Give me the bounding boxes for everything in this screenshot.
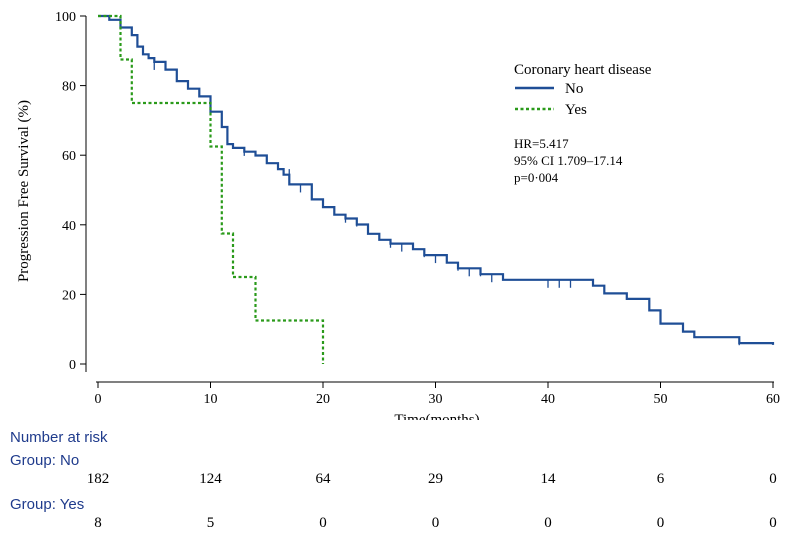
y-axis-ticks: 0 20 40 60 80 100 <box>55 10 86 373</box>
x-tick-label: 10 <box>204 392 218 407</box>
risk-count: 0 <box>544 515 552 531</box>
risk-count: 124 <box>199 471 222 487</box>
risk-count: 0 <box>431 515 440 531</box>
risk-table-title: Number at risk <box>10 429 108 446</box>
risk-count: 8 <box>94 515 102 531</box>
y-tick-label: 60 <box>62 149 76 164</box>
risk-group-no-label: Group: No <box>10 452 80 469</box>
risk-count: 14 <box>540 471 556 487</box>
y-tick-label: 20 <box>62 288 76 303</box>
legend-label-no: No <box>565 81 583 97</box>
risk-count: 5 <box>206 515 215 531</box>
confidence-interval: 95% CI 1.709–17.14 <box>514 153 623 168</box>
risk-count: 182 <box>86 471 110 487</box>
x-tick-label: 60 <box>766 392 780 407</box>
legend: Coronary heart disease No Yes <box>514 62 652 118</box>
y-tick-label: 0 <box>69 358 76 373</box>
x-tick-label: 20 <box>316 392 330 407</box>
hazard-ratio: HR=5.417 <box>514 136 569 151</box>
risk-count: 0 <box>319 515 327 531</box>
series-layer <box>98 14 775 364</box>
stats-annotations: HR=5.417 95% CI 1.709–17.14 p=0·004 <box>514 136 623 185</box>
risk-count: 6 <box>656 471 665 487</box>
risk-count: 0 <box>656 515 665 531</box>
legend-label-yes: Yes <box>565 102 587 118</box>
x-tick-label: 50 <box>654 392 668 407</box>
y-tick-label: 40 <box>62 219 76 234</box>
risk-count: 0 <box>769 515 777 531</box>
y-tick-label: 100 <box>55 10 76 25</box>
risk-group-yes-label: Group: Yes <box>10 496 85 513</box>
x-axis-ticks: 0 10 20 30 40 50 60 <box>95 382 780 407</box>
risk-count: 29 <box>428 471 443 487</box>
p-value: p=0·004 <box>514 170 559 185</box>
km-curve-yes <box>98 14 325 364</box>
x-axis-label: Time(months) <box>394 412 479 420</box>
y-tick-label: 80 <box>62 80 76 95</box>
x-tick-label: 0 <box>95 392 102 407</box>
risk-count: 0 <box>769 471 777 487</box>
plot-area: 0 20 40 60 80 100 0 10 20 30 40 50 60 <box>55 10 780 407</box>
y-axis-label: Progression Free Survival (%) <box>16 100 32 282</box>
x-tick-label: 40 <box>541 392 555 407</box>
km-curve-no <box>98 14 775 345</box>
risk-count: 64 <box>315 471 331 487</box>
x-tick-label: 30 <box>429 392 443 407</box>
legend-title: Coronary heart disease <box>514 62 652 78</box>
